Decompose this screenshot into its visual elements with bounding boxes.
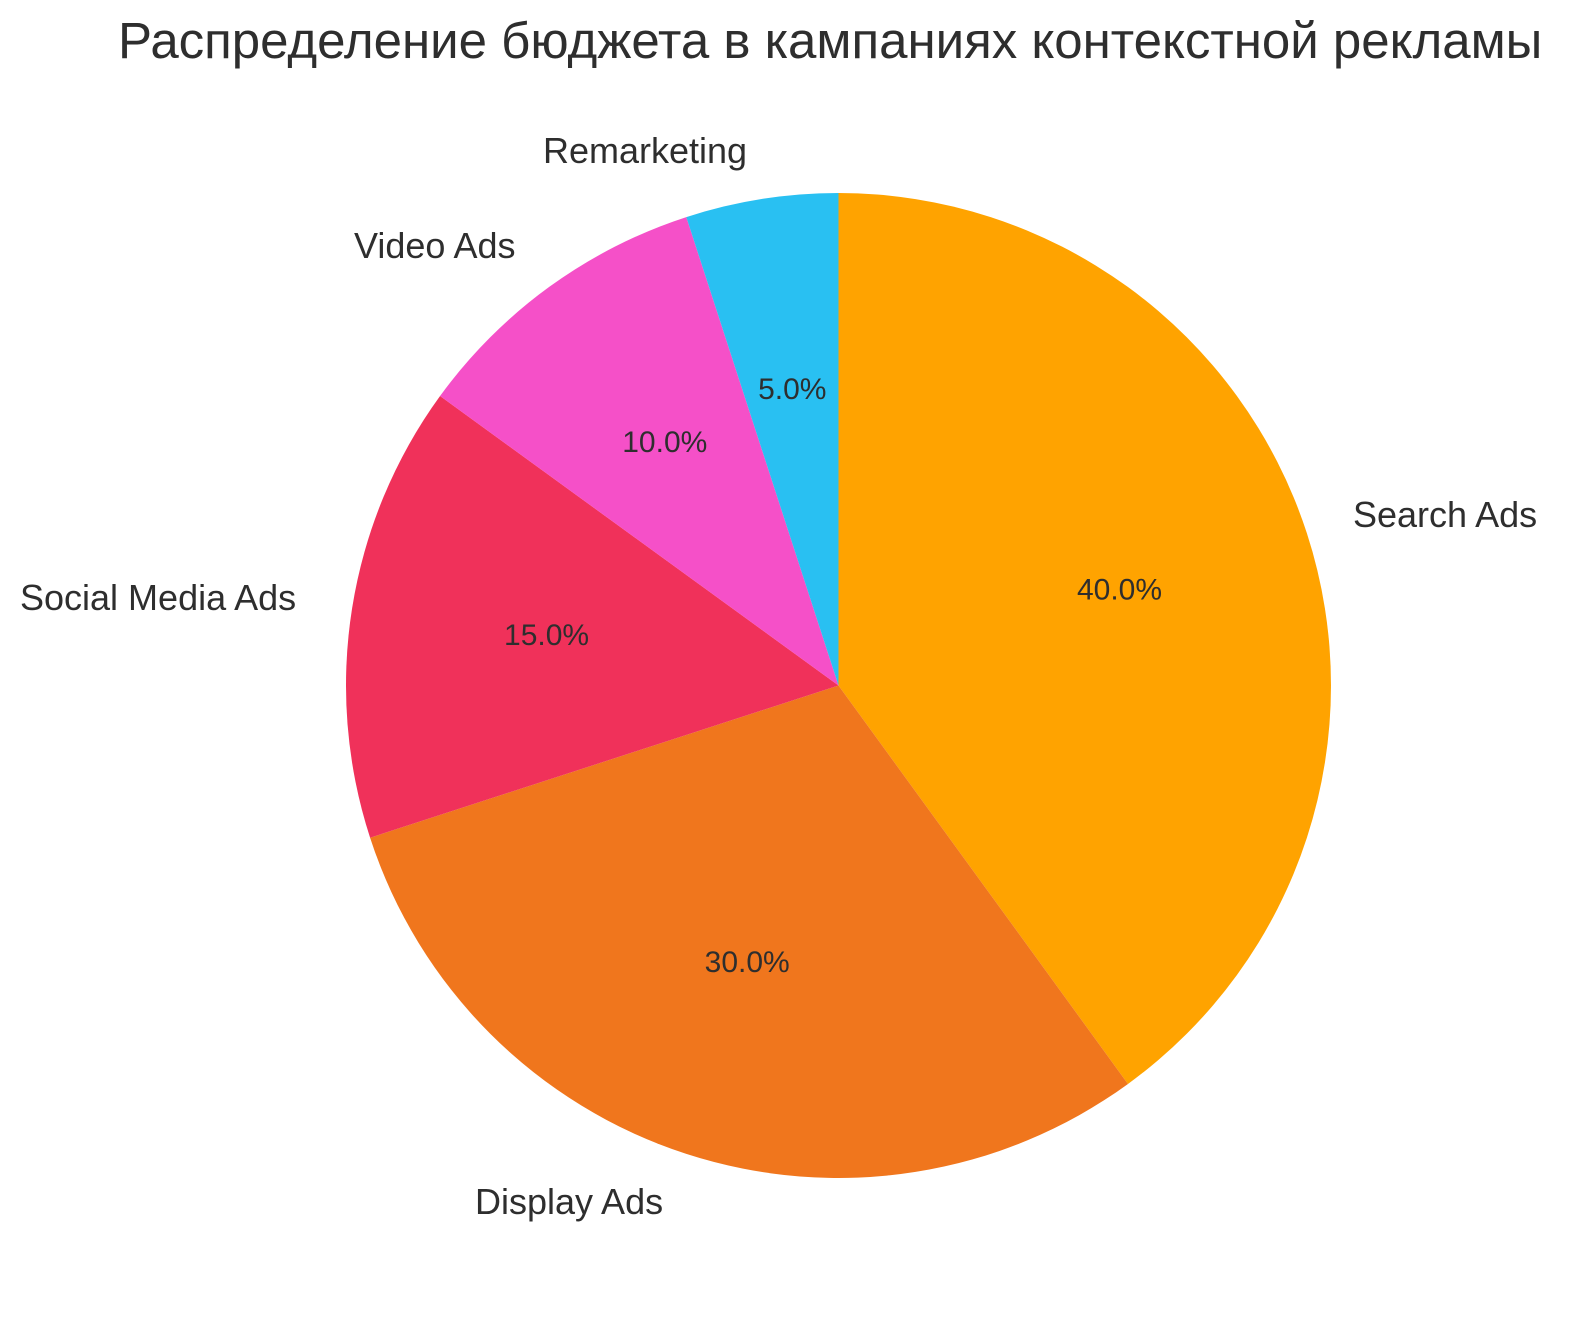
svg-text:Social Media Ads: Social Media Ads [20, 577, 296, 618]
svg-text:15.0%: 15.0% [504, 619, 589, 652]
svg-text:5.0%: 5.0% [758, 373, 826, 406]
svg-text:10.0%: 10.0% [622, 426, 707, 459]
svg-text:40.0%: 40.0% [1077, 574, 1162, 607]
svg-text:Video Ads: Video Ads [354, 225, 515, 266]
svg-text:Search Ads: Search Ads [1353, 494, 1537, 535]
svg-text:30.0%: 30.0% [705, 946, 790, 979]
svg-text:Remarketing: Remarketing [543, 130, 747, 171]
svg-text:Display Ads: Display Ads [475, 1181, 663, 1222]
